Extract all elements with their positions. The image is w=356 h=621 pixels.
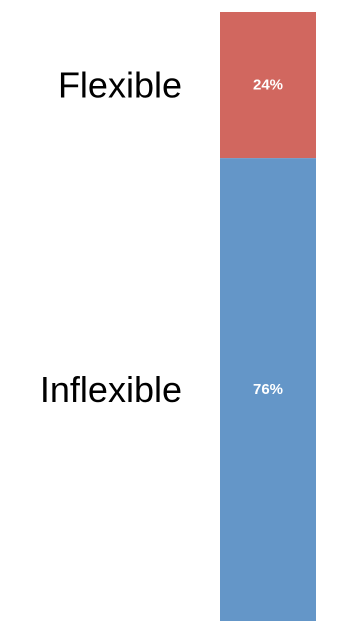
data-label-flexible: 24% — [253, 77, 283, 94]
labels: 24% Flexible 76% Inflexible — [40, 65, 283, 410]
bar-segment-inflexible — [220, 158, 316, 621]
bar-segments — [220, 12, 316, 621]
bar-segment-flexible — [220, 12, 316, 159]
series-label-flexible: Flexible — [58, 65, 182, 106]
series-label-inflexible: Inflexible — [40, 369, 182, 410]
data-label-inflexible: 76% — [253, 381, 283, 398]
